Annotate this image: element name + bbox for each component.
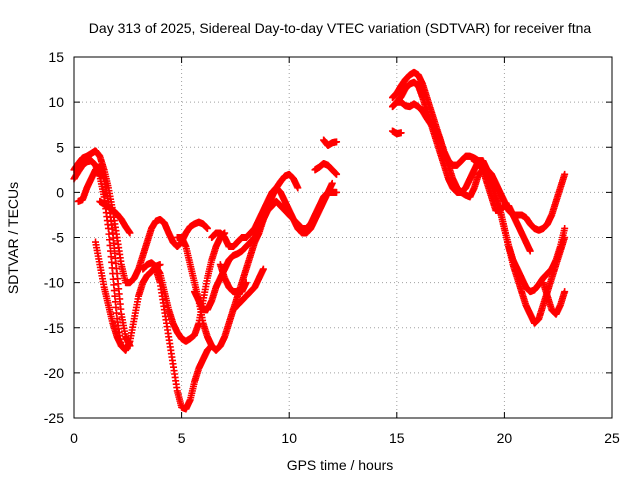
- y-tick-label: 5: [56, 139, 64, 155]
- series-track-2: [70, 157, 164, 354]
- data-point: [561, 288, 569, 296]
- axis-ticks: [73, 56, 613, 419]
- y-axis-label: SDTVAR / TECUs: [5, 182, 21, 294]
- x-tick-label: 25: [604, 430, 620, 446]
- series-track-16: [388, 78, 569, 296]
- data-point: [117, 342, 125, 350]
- series-track-17: [393, 98, 569, 327]
- data-point: [561, 170, 569, 178]
- x-tick-label: 10: [281, 430, 297, 446]
- series-track-4: [92, 238, 125, 350]
- data-point: [156, 261, 164, 269]
- y-tick-label: -15: [44, 320, 64, 336]
- series-track-5: [96, 197, 134, 237]
- y-tick-label: -20: [44, 365, 64, 381]
- data-point: [561, 224, 569, 232]
- y-tick-label: 15: [48, 49, 64, 65]
- y-tick-label: -5: [52, 230, 65, 246]
- data-point: [509, 256, 517, 264]
- data-point: [294, 184, 302, 192]
- series-track-19: [470, 157, 534, 255]
- series-track-11: [216, 261, 250, 296]
- x-tick-label: 5: [178, 430, 186, 446]
- x-axis-label: GPS time / hours: [287, 457, 394, 473]
- data-point: [328, 179, 336, 187]
- data-point: [333, 188, 341, 196]
- y-tick-label: -25: [44, 410, 64, 426]
- series-track-20: [500, 224, 517, 264]
- data-point: [259, 265, 267, 273]
- data-point: [333, 170, 341, 178]
- data-point: [203, 224, 211, 232]
- data-point: [561, 234, 569, 241]
- grid: [74, 57, 612, 418]
- data-point: [126, 342, 134, 350]
- series-track-14: [320, 136, 341, 149]
- data-point: [333, 138, 341, 146]
- series-track-3: [74, 163, 134, 350]
- y-tick-label: 10: [48, 94, 64, 110]
- series-track-21: [539, 279, 569, 318]
- y-tick-labels: -25 -20 -15 -10 -5 0 5 10 15: [44, 49, 64, 426]
- series-track-13: [311, 159, 341, 178]
- y-tick-label: 0: [56, 184, 64, 200]
- data-point: [242, 279, 250, 287]
- x-tick-labels: 0 5 10 15 20 25: [70, 430, 620, 446]
- data-points: [70, 68, 569, 413]
- data-point: [126, 229, 134, 237]
- data-point: [526, 247, 534, 255]
- x-tick-label: 20: [497, 430, 513, 446]
- data-point: [397, 129, 405, 137]
- x-tick-label: 15: [389, 430, 405, 446]
- series-track-15: [388, 68, 569, 234]
- series-track-10: [208, 179, 336, 251]
- series-track-18: [388, 127, 405, 138]
- x-tick-label: 0: [70, 430, 78, 446]
- series-track-12: [229, 265, 267, 314]
- chart-title: Day 313 of 2025, Sidereal Day-to-day VTE…: [89, 20, 592, 36]
- y-tick-label: -10: [44, 275, 64, 291]
